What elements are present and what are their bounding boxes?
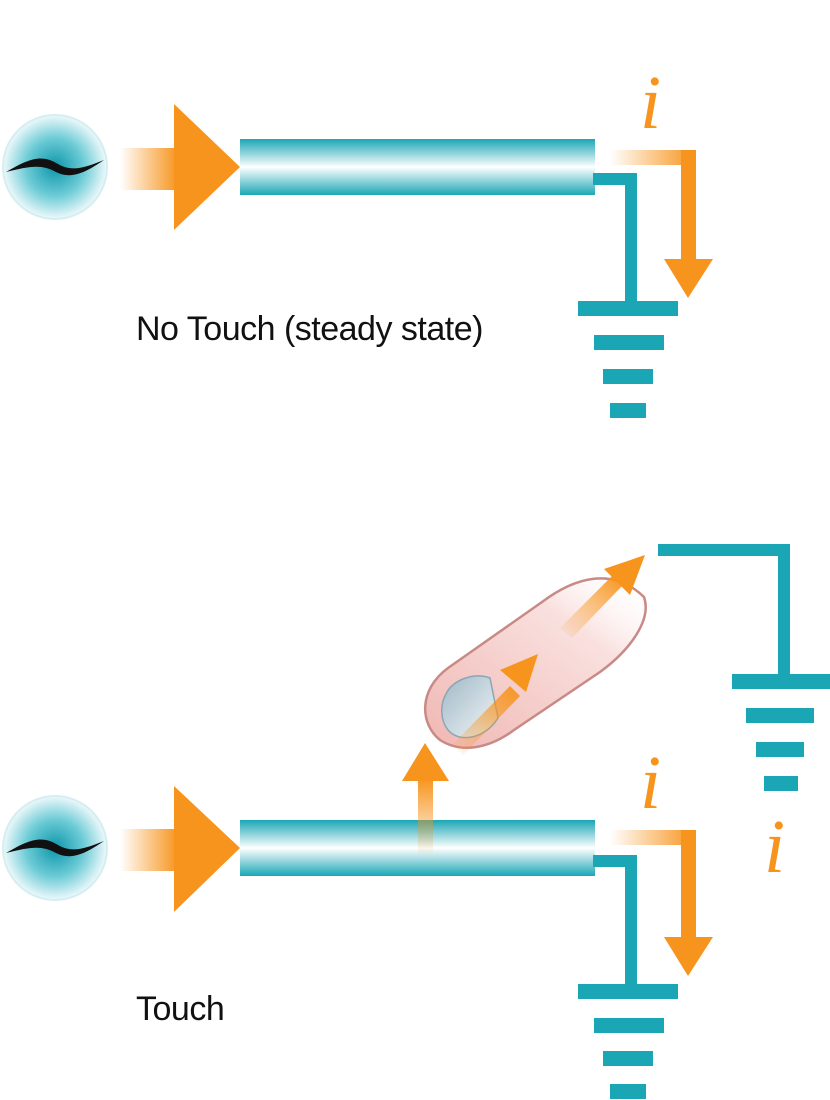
current-symbol: i (764, 805, 785, 889)
input-arrow (120, 104, 240, 230)
finger-icon (424, 577, 647, 749)
ground-icon (578, 173, 678, 418)
finger-current-arrow (452, 555, 645, 755)
panel-touch: i i Touch (2, 544, 830, 1099)
leak-arrow-up (402, 743, 449, 856)
input-arrow (120, 786, 240, 912)
ground-icon (658, 544, 830, 791)
wire-segment (240, 820, 595, 876)
ac-source-icon (2, 795, 108, 901)
current-symbol: i (640, 61, 661, 145)
current-arrow (610, 150, 713, 298)
ground-icon (578, 855, 678, 1099)
panel-label: Touch (136, 990, 224, 1028)
panel-label: No Touch (steady state) (136, 310, 483, 348)
ac-source-icon (2, 114, 108, 220)
current-arrow (610, 830, 713, 976)
wire-segment (240, 139, 595, 195)
current-symbol: i (640, 741, 661, 825)
panel-no-touch: i No Touch (steady state) (2, 61, 713, 418)
